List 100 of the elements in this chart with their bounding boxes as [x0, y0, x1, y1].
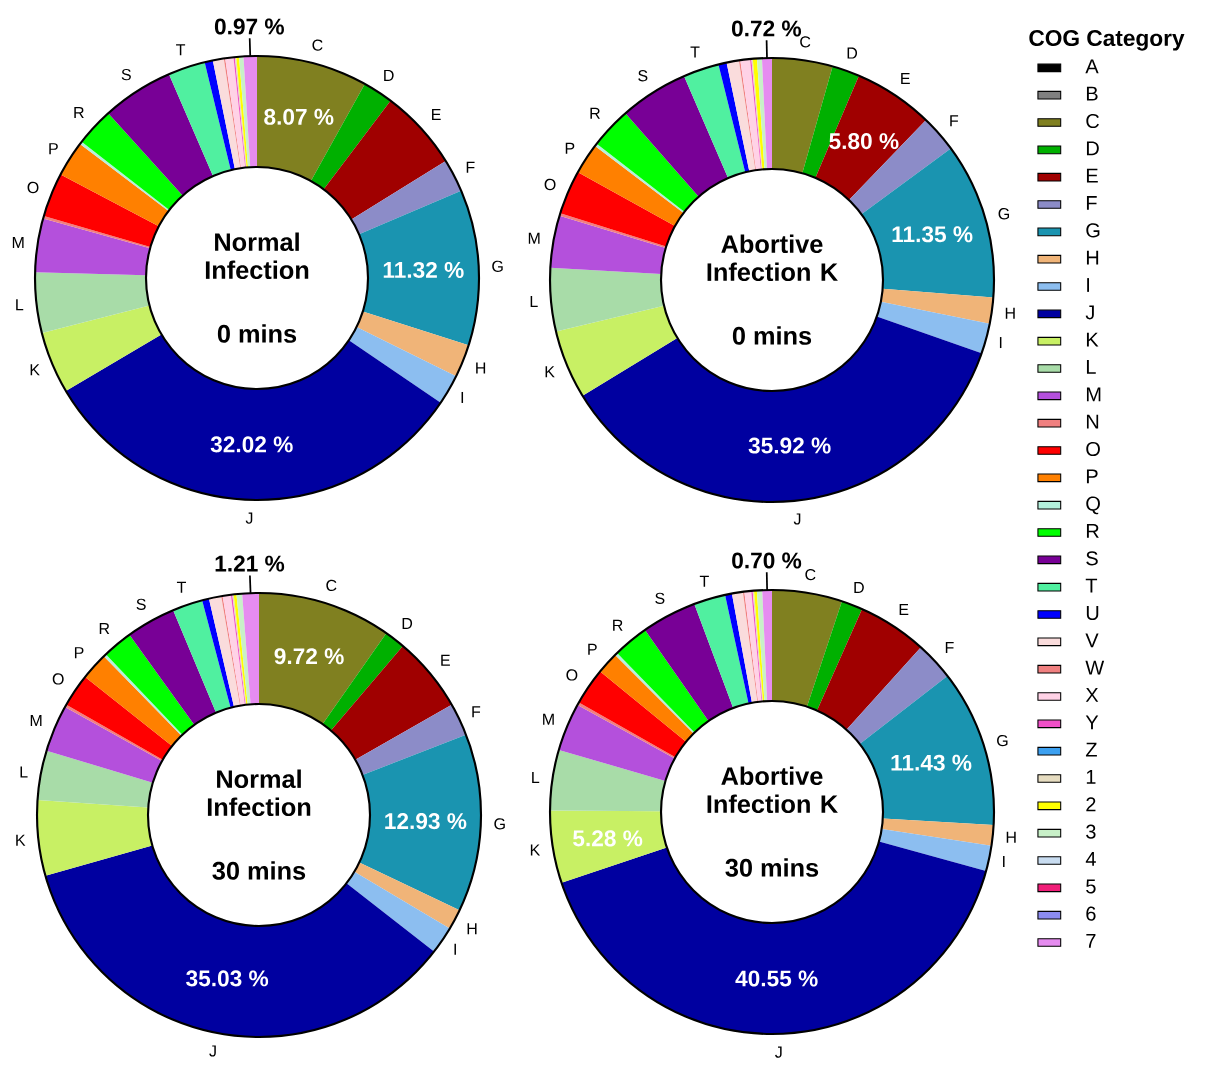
slice-label: C: [805, 568, 816, 581]
slice-label: M: [30, 715, 42, 727]
slice-label: J: [775, 1046, 782, 1058]
legend-label: 5: [1086, 879, 1096, 894]
slice-label: C: [326, 579, 337, 592]
slice-label: I: [999, 337, 1002, 349]
slice-label: P: [49, 143, 58, 155]
slice-label: D: [402, 617, 413, 629]
slice-label: S: [121, 68, 131, 81]
slice-label: F: [466, 161, 475, 173]
legend-title: COG Category: [1029, 30, 1185, 51]
slice-label: T: [176, 581, 186, 593]
slice-label: H: [467, 923, 477, 935]
legend-label: F: [1086, 196, 1097, 210]
slice-label: H: [1005, 307, 1015, 319]
legend-label: 3: [1086, 824, 1096, 839]
legend-label: O: [1086, 441, 1100, 457]
slice-label: S: [638, 70, 648, 82]
data-label: 5.28 %: [573, 830, 643, 847]
data-label: 35.92 %: [748, 437, 831, 454]
data-label: 32.02 %: [210, 436, 293, 453]
slice-label: I: [454, 943, 456, 955]
data-label: 40.55 %: [735, 970, 818, 987]
legend-label: K: [1086, 332, 1099, 347]
data-label: 5.80 %: [829, 133, 899, 150]
slice-label: T: [690, 46, 700, 58]
data-label: 11.32 %: [383, 261, 464, 278]
legend-label: H: [1086, 250, 1099, 265]
slice-label: F: [950, 115, 959, 127]
legend-label: E: [1086, 168, 1098, 183]
legend-label: L: [1086, 360, 1096, 374]
slice-label: D: [847, 47, 858, 59]
data-label: 0.70 %: [732, 552, 802, 569]
slice-label: G: [494, 818, 505, 830]
legend-label: 4: [1085, 852, 1096, 866]
legend-label: 7: [1086, 934, 1096, 948]
slice-label: G: [997, 734, 1008, 747]
slice-label: P: [74, 647, 84, 659]
slice-label: D: [384, 69, 394, 81]
slice-label: F: [472, 706, 481, 718]
slice-label: L: [530, 295, 538, 307]
data-label: 11.43 %: [891, 754, 972, 771]
data-label: 0.72 %: [731, 20, 802, 37]
slice-label: G: [998, 208, 1010, 220]
slice-label: J: [209, 1045, 216, 1057]
slice-label: T: [699, 575, 709, 587]
legend-label: N: [1086, 414, 1099, 429]
slice-label: D: [854, 581, 864, 593]
slice-label: I: [461, 391, 464, 403]
data-label: 35.03 %: [186, 970, 269, 987]
data-label: 8.07 %: [264, 108, 334, 125]
slice-label: G: [492, 260, 503, 272]
data-label: 9.72 %: [274, 648, 344, 665]
legend-label: 1: [1086, 770, 1096, 784]
slice-label: T: [176, 44, 186, 56]
text: 30 mins: [725, 858, 819, 877]
text: Abortive Infection K: [707, 234, 838, 282]
legend-label: P: [1086, 469, 1098, 484]
slice-label: E: [901, 72, 910, 84]
slice-label: R: [613, 619, 623, 631]
legend-label: G: [1086, 223, 1100, 238]
slice-label: L: [16, 299, 24, 311]
slice-label: O: [52, 673, 64, 685]
slice-label: K: [30, 364, 40, 376]
slice-label: R: [99, 622, 110, 634]
slice-label: O: [566, 669, 578, 681]
slice-label: S: [136, 598, 146, 610]
slice-label: M: [12, 236, 24, 248]
slice-label: L: [20, 766, 28, 778]
text: Normal Infection: [205, 232, 309, 280]
legend-label: U: [1086, 606, 1099, 621]
legend-label: V: [1085, 633, 1099, 648]
legend-label: Y: [1085, 715, 1099, 730]
slice-label: H: [476, 362, 486, 374]
legend-label: D: [1086, 141, 1099, 156]
slice-label: J: [245, 512, 253, 524]
legend-label: 2: [1086, 797, 1096, 812]
slice-label: I: [1003, 856, 1005, 868]
legend-label: M: [1086, 387, 1101, 402]
slice-label: K: [530, 844, 541, 856]
slice-label: E: [441, 654, 450, 666]
text: 0 mins: [217, 324, 297, 343]
legend-label: B: [1086, 86, 1098, 101]
slice-label: M: [528, 232, 540, 244]
slice-label: C: [800, 36, 811, 48]
text: Normal Infection: [207, 769, 311, 817]
slice-label: M: [543, 713, 554, 725]
legend-label: Z: [1085, 742, 1097, 757]
legend-label: W: [1085, 660, 1105, 675]
data-label: 12.93 %: [385, 813, 467, 830]
legend-label: R: [1086, 524, 1099, 538]
slice-label: O: [27, 181, 39, 194]
legend-label: A: [1085, 59, 1099, 74]
legend-label: S: [1086, 551, 1098, 566]
slice-label: P: [588, 643, 597, 655]
slice-label: K: [16, 834, 26, 846]
slice-label: P: [565, 142, 575, 154]
slice-label: F: [945, 641, 954, 653]
legend-label: 6: [1086, 906, 1096, 921]
text: Abortive Infection K: [707, 766, 838, 814]
